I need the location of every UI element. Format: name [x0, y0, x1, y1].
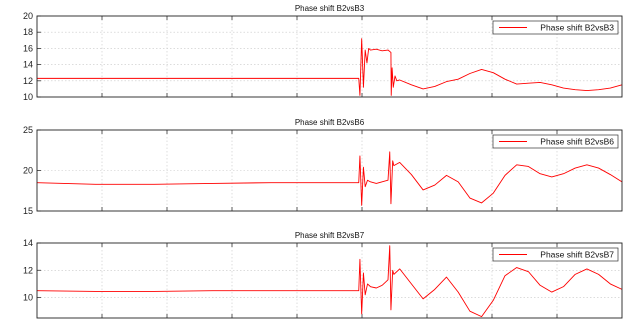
axes-frame	[36, 15, 623, 98]
y-tick-label: 12	[23, 76, 33, 86]
legend-label: Phase shift B2vsB6	[540, 137, 614, 147]
legend: Phase shift B2vsB6	[492, 134, 619, 149]
chart-title: Phase shift B2vsB3	[295, 4, 365, 13]
y-tick-label: 10	[23, 293, 33, 303]
chart-panel-3: 10 12 14 Phase shift B2vsB7 Phase shift B2vs…	[23, 231, 623, 319]
legend-box	[492, 247, 619, 262]
legend-label: Phase shift B2vsB7	[540, 250, 614, 260]
legend-box	[492, 20, 619, 35]
legend: Phase shift B2vsB3	[492, 20, 619, 35]
y-tick-label: 10	[23, 92, 33, 102]
legend-label: Phase shift B2vsB3	[540, 23, 614, 33]
axes-frame	[36, 242, 623, 319]
series-line	[37, 38, 623, 96]
chart-title: Phase shift B2vsB7	[295, 231, 365, 240]
y-tick-label: 14	[23, 238, 33, 248]
y-tick-label: 25	[23, 125, 33, 135]
y-tick-label: 14	[23, 60, 33, 70]
series-line	[36, 245, 623, 318]
y-tick-label: 12	[23, 265, 33, 275]
y-tick-label: 15	[23, 206, 33, 216]
y-tick-label: 18	[23, 27, 33, 37]
axes-frame	[36, 129, 623, 212]
y-tick-label: 20	[23, 166, 33, 176]
chart-title: Phase shift B2vsB6	[295, 118, 365, 127]
y-tick-label: 16	[23, 43, 33, 53]
legend: Phase shift B2vsB7	[492, 247, 619, 262]
y-tick-label: 20	[23, 11, 33, 21]
series-line	[36, 151, 623, 206]
chart-panel-1: 10 12 14 16 18 20 Phase shift B2vsB3 Phase shif…	[23, 4, 623, 102]
legend-box	[492, 134, 619, 149]
chart-panel-2: 15 20 25 Phase shift B2vsB6 Phase shift B2vs…	[23, 118, 623, 216]
